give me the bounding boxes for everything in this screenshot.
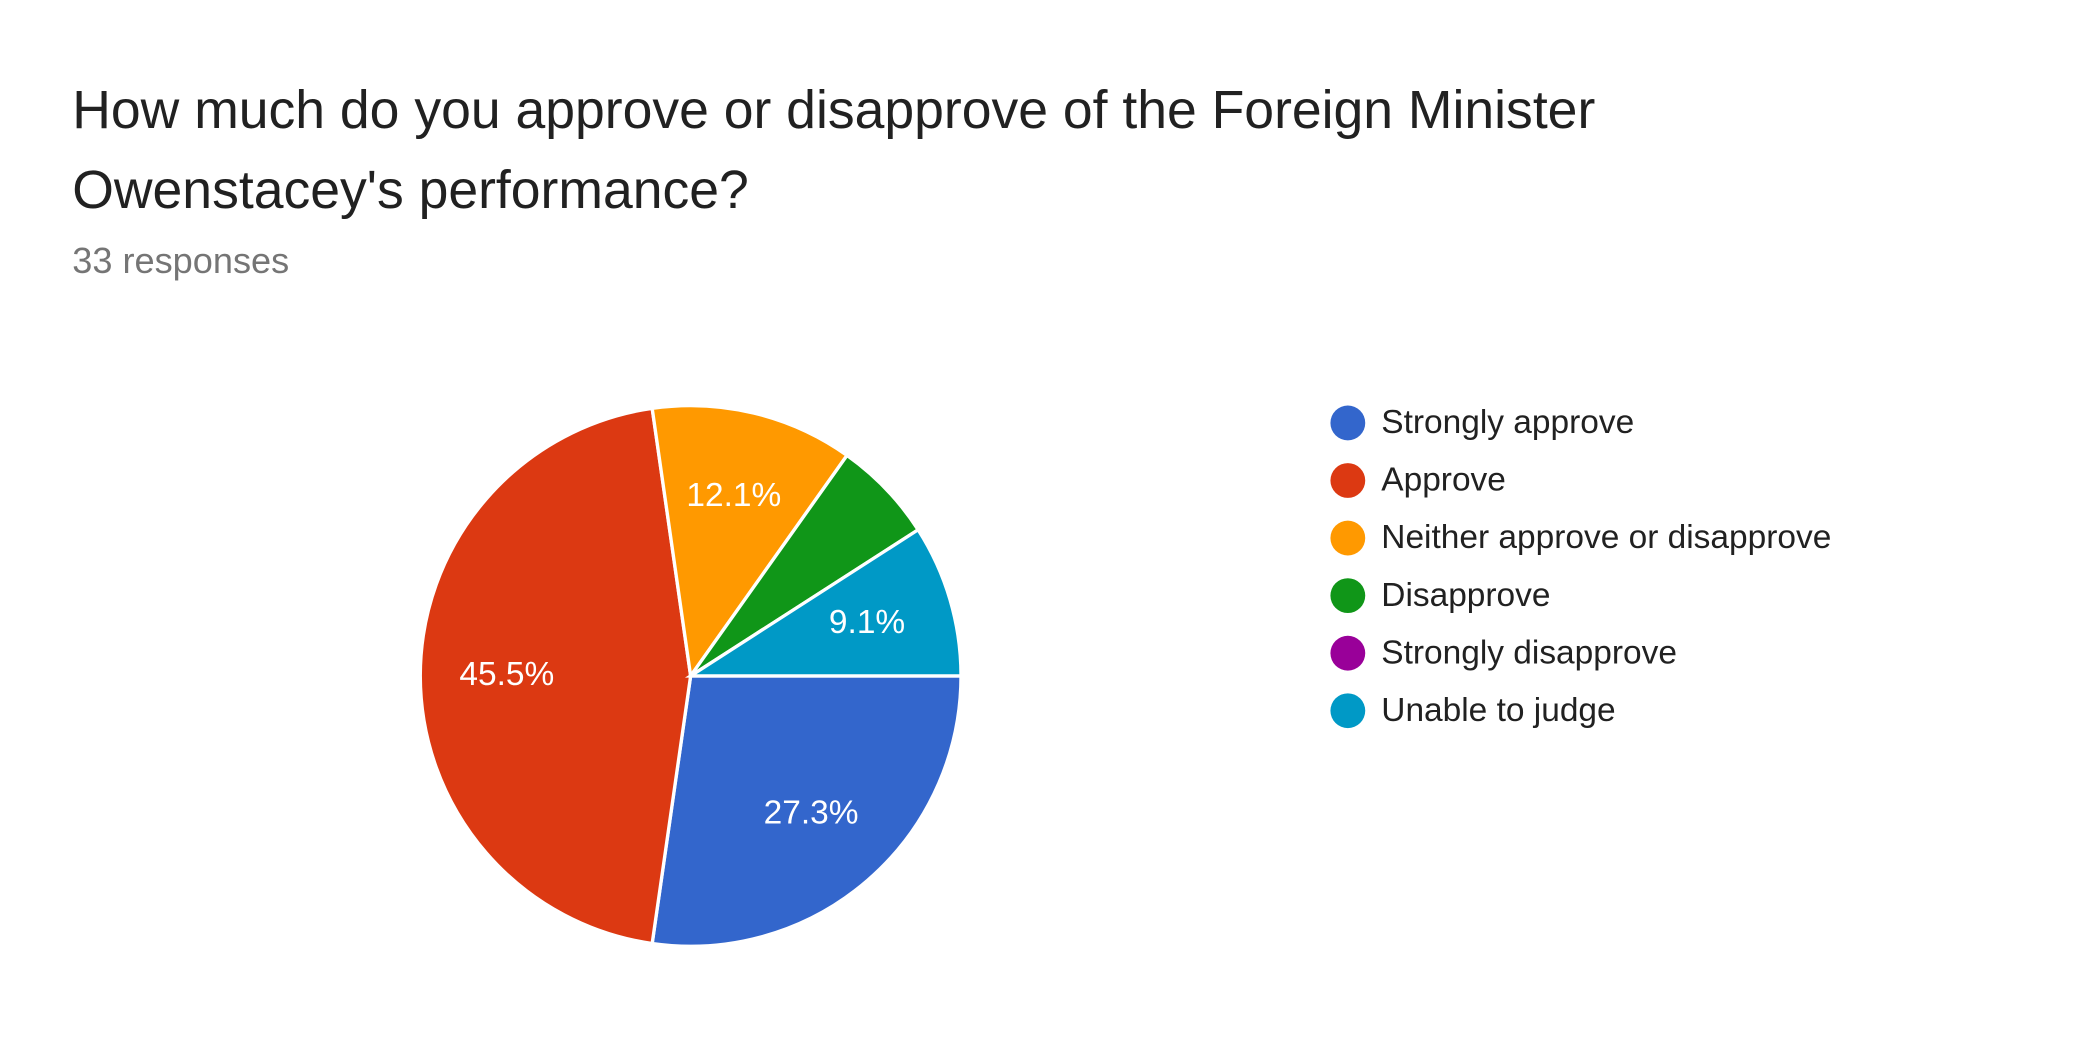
legend-label: Disapprove [1381, 577, 1550, 614]
pie-slice [418, 406, 693, 946]
slice-label: 27.3% [764, 795, 859, 832]
chart-title: Owenstacey's performance? [72, 161, 749, 220]
legend-label: Strongly disapprove [1381, 634, 1677, 671]
legend-label: Strongly approve [1381, 404, 1634, 441]
pie-slice [684, 527, 963, 678]
slice-label: 45.5% [459, 656, 554, 693]
legend-swatch [1330, 520, 1366, 556]
legend-swatch [1330, 463, 1366, 498]
legend-label: Neither approve or disapprove [1381, 519, 1831, 556]
legend-swatch [1330, 693, 1366, 729]
slice-label: 9.1% [829, 604, 905, 641]
legend-swatch [1330, 578, 1366, 614]
chart-title: How much do you approve or disapprove of… [72, 81, 1595, 140]
legend-label: Unable to judge [1381, 692, 1615, 729]
chart-subtitle: 33 responses [72, 240, 289, 281]
pie-slice [650, 403, 850, 681]
slice-label: 12.1% [686, 477, 781, 514]
legend-swatch [1330, 635, 1366, 671]
legend-swatch [1330, 405, 1366, 441]
legend-label: Approve [1381, 462, 1506, 499]
pie-slice [650, 674, 963, 948]
